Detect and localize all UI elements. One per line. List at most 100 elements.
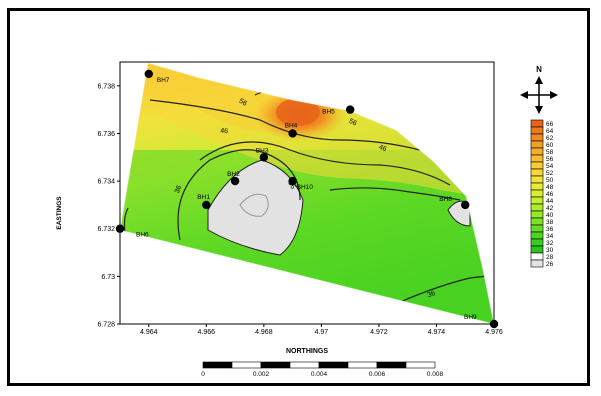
legend-label: 48	[546, 184, 554, 191]
borehole-markers: BH7 BH5 BH4 BH3 BH2 BH10 BH1 BH8 BH6 BH9	[115, 69, 499, 329]
scale-bar-segment	[347, 361, 378, 369]
y-tick-label: 6.736	[97, 131, 115, 138]
legend-label: 26	[546, 261, 554, 268]
legend-swatch	[530, 168, 544, 177]
y-axis-label: EASTINGS	[56, 196, 63, 230]
north-arrow-icon: N	[520, 65, 558, 114]
scale-bar-segment	[231, 361, 262, 369]
legend-swatch	[530, 210, 544, 219]
legend-swatch	[530, 196, 544, 205]
y-tick-label: 6.728	[97, 322, 115, 329]
legend-swatch	[530, 154, 544, 163]
scale-bar-segment	[318, 361, 349, 369]
scale-bar-label: 0.008	[427, 371, 444, 378]
borehole-point	[144, 69, 153, 79]
legend-label: 50	[546, 177, 554, 184]
legend-swatch	[530, 119, 544, 128]
legend-swatch	[530, 224, 544, 233]
borehole-point	[288, 176, 297, 186]
legend-swatch	[530, 182, 544, 191]
legend-swatch	[530, 259, 544, 268]
legend-label: 58	[546, 149, 554, 156]
borehole-label: BH4	[285, 122, 298, 129]
borehole-label: BH9	[464, 314, 477, 321]
x-tick-label: 4.964	[140, 329, 158, 336]
borehole-point	[288, 129, 297, 138]
legend-label: 40	[546, 212, 554, 219]
legend-label: 60	[546, 142, 554, 149]
x-tick-label: 4.976	[485, 329, 503, 336]
y-axis-ticks: 6.728 6.73 6.732 6.734 6.736 6.738	[97, 83, 120, 329]
borehole-point	[489, 319, 499, 329]
contour-label: 36	[286, 180, 296, 190]
contour-labels: 56 56 46 46 36 36 36	[174, 98, 436, 299]
scale-bar-segment	[289, 361, 320, 369]
legend-swatch	[530, 231, 544, 240]
legend-swatch	[530, 161, 544, 170]
x-tick-label: 4.974	[428, 329, 446, 336]
borehole-label: BH1	[197, 194, 210, 201]
scale-bar-segment	[260, 361, 291, 369]
scale-bar-label: 0.004	[311, 371, 328, 378]
legend-label: 38	[546, 219, 554, 226]
legend-swatch	[530, 126, 544, 135]
x-axis-label: NORTHINGS	[286, 348, 328, 355]
legend-label: 32	[546, 240, 554, 247]
legend-swatch	[530, 140, 544, 149]
borehole-label: BH7	[157, 77, 170, 84]
legend-label: 28	[546, 254, 554, 261]
contour-label: 56	[348, 118, 358, 128]
borehole-label: BH8	[439, 196, 452, 203]
borehole-point	[345, 105, 355, 114]
borehole-label: BH5	[322, 109, 335, 116]
contour-label: 36	[427, 290, 437, 299]
borehole-label: BH2	[227, 171, 240, 178]
legend-label: 56	[546, 156, 554, 163]
y-tick-label: 6.73	[101, 274, 115, 281]
x-tick-label: 4.972	[370, 329, 388, 336]
borehole-label: BH3	[256, 147, 269, 154]
contour-label: 56	[238, 98, 248, 108]
borehole-point	[230, 176, 240, 186]
legend-swatch	[530, 147, 544, 156]
contour-label: 46	[378, 144, 388, 153]
legend-swatch	[530, 133, 544, 142]
plot-area	[119, 61, 495, 325]
x-tick-label: 4.966	[198, 329, 216, 336]
legend-swatch	[530, 175, 544, 184]
borehole-point	[202, 200, 211, 210]
y-tick-label: 6.734	[97, 179, 115, 186]
legend-swatch	[530, 238, 544, 247]
legend-label: 36	[546, 226, 554, 233]
scale-bar: 0 0.002 0.004 0.006 0.008	[201, 361, 444, 378]
x-tick-label: 4.97	[315, 329, 329, 336]
scale-bar-label: 0.006	[369, 371, 386, 378]
scale-bar-segment	[376, 361, 407, 369]
scale-bar-label: 0	[201, 371, 205, 378]
legend-swatch	[530, 252, 544, 261]
x-axis-ticks: 4.964 4.966 4.968 4.97 4.972 4.974 4.976	[140, 324, 503, 336]
y-tick-label: 6.738	[97, 83, 115, 90]
legend-label: 44	[546, 198, 554, 205]
north-label: N	[536, 65, 542, 74]
borehole-point	[259, 153, 269, 162]
contour-label: 46	[220, 128, 228, 136]
legend-swatch	[530, 217, 544, 226]
x-tick-label: 4.968	[255, 329, 273, 336]
scale-bar-segment	[202, 361, 233, 369]
legend-swatch	[530, 189, 544, 198]
legend-label: 64	[546, 128, 554, 135]
legend-swatch	[530, 203, 544, 212]
legend-label: 66	[546, 121, 554, 128]
contour-label: 36	[174, 185, 183, 195]
borehole-label: BH10	[297, 184, 314, 191]
borehole-point	[115, 224, 125, 233]
legend-label: 42	[546, 205, 554, 212]
borehole-label: BH6	[136, 232, 149, 239]
color-legend: 6664626058565452504846444240383634323028…	[530, 119, 554, 268]
scale-bar-segment	[405, 361, 436, 369]
legend-label: 46	[546, 191, 554, 198]
legend-label: 54	[546, 163, 554, 170]
legend-label: 30	[546, 247, 554, 254]
